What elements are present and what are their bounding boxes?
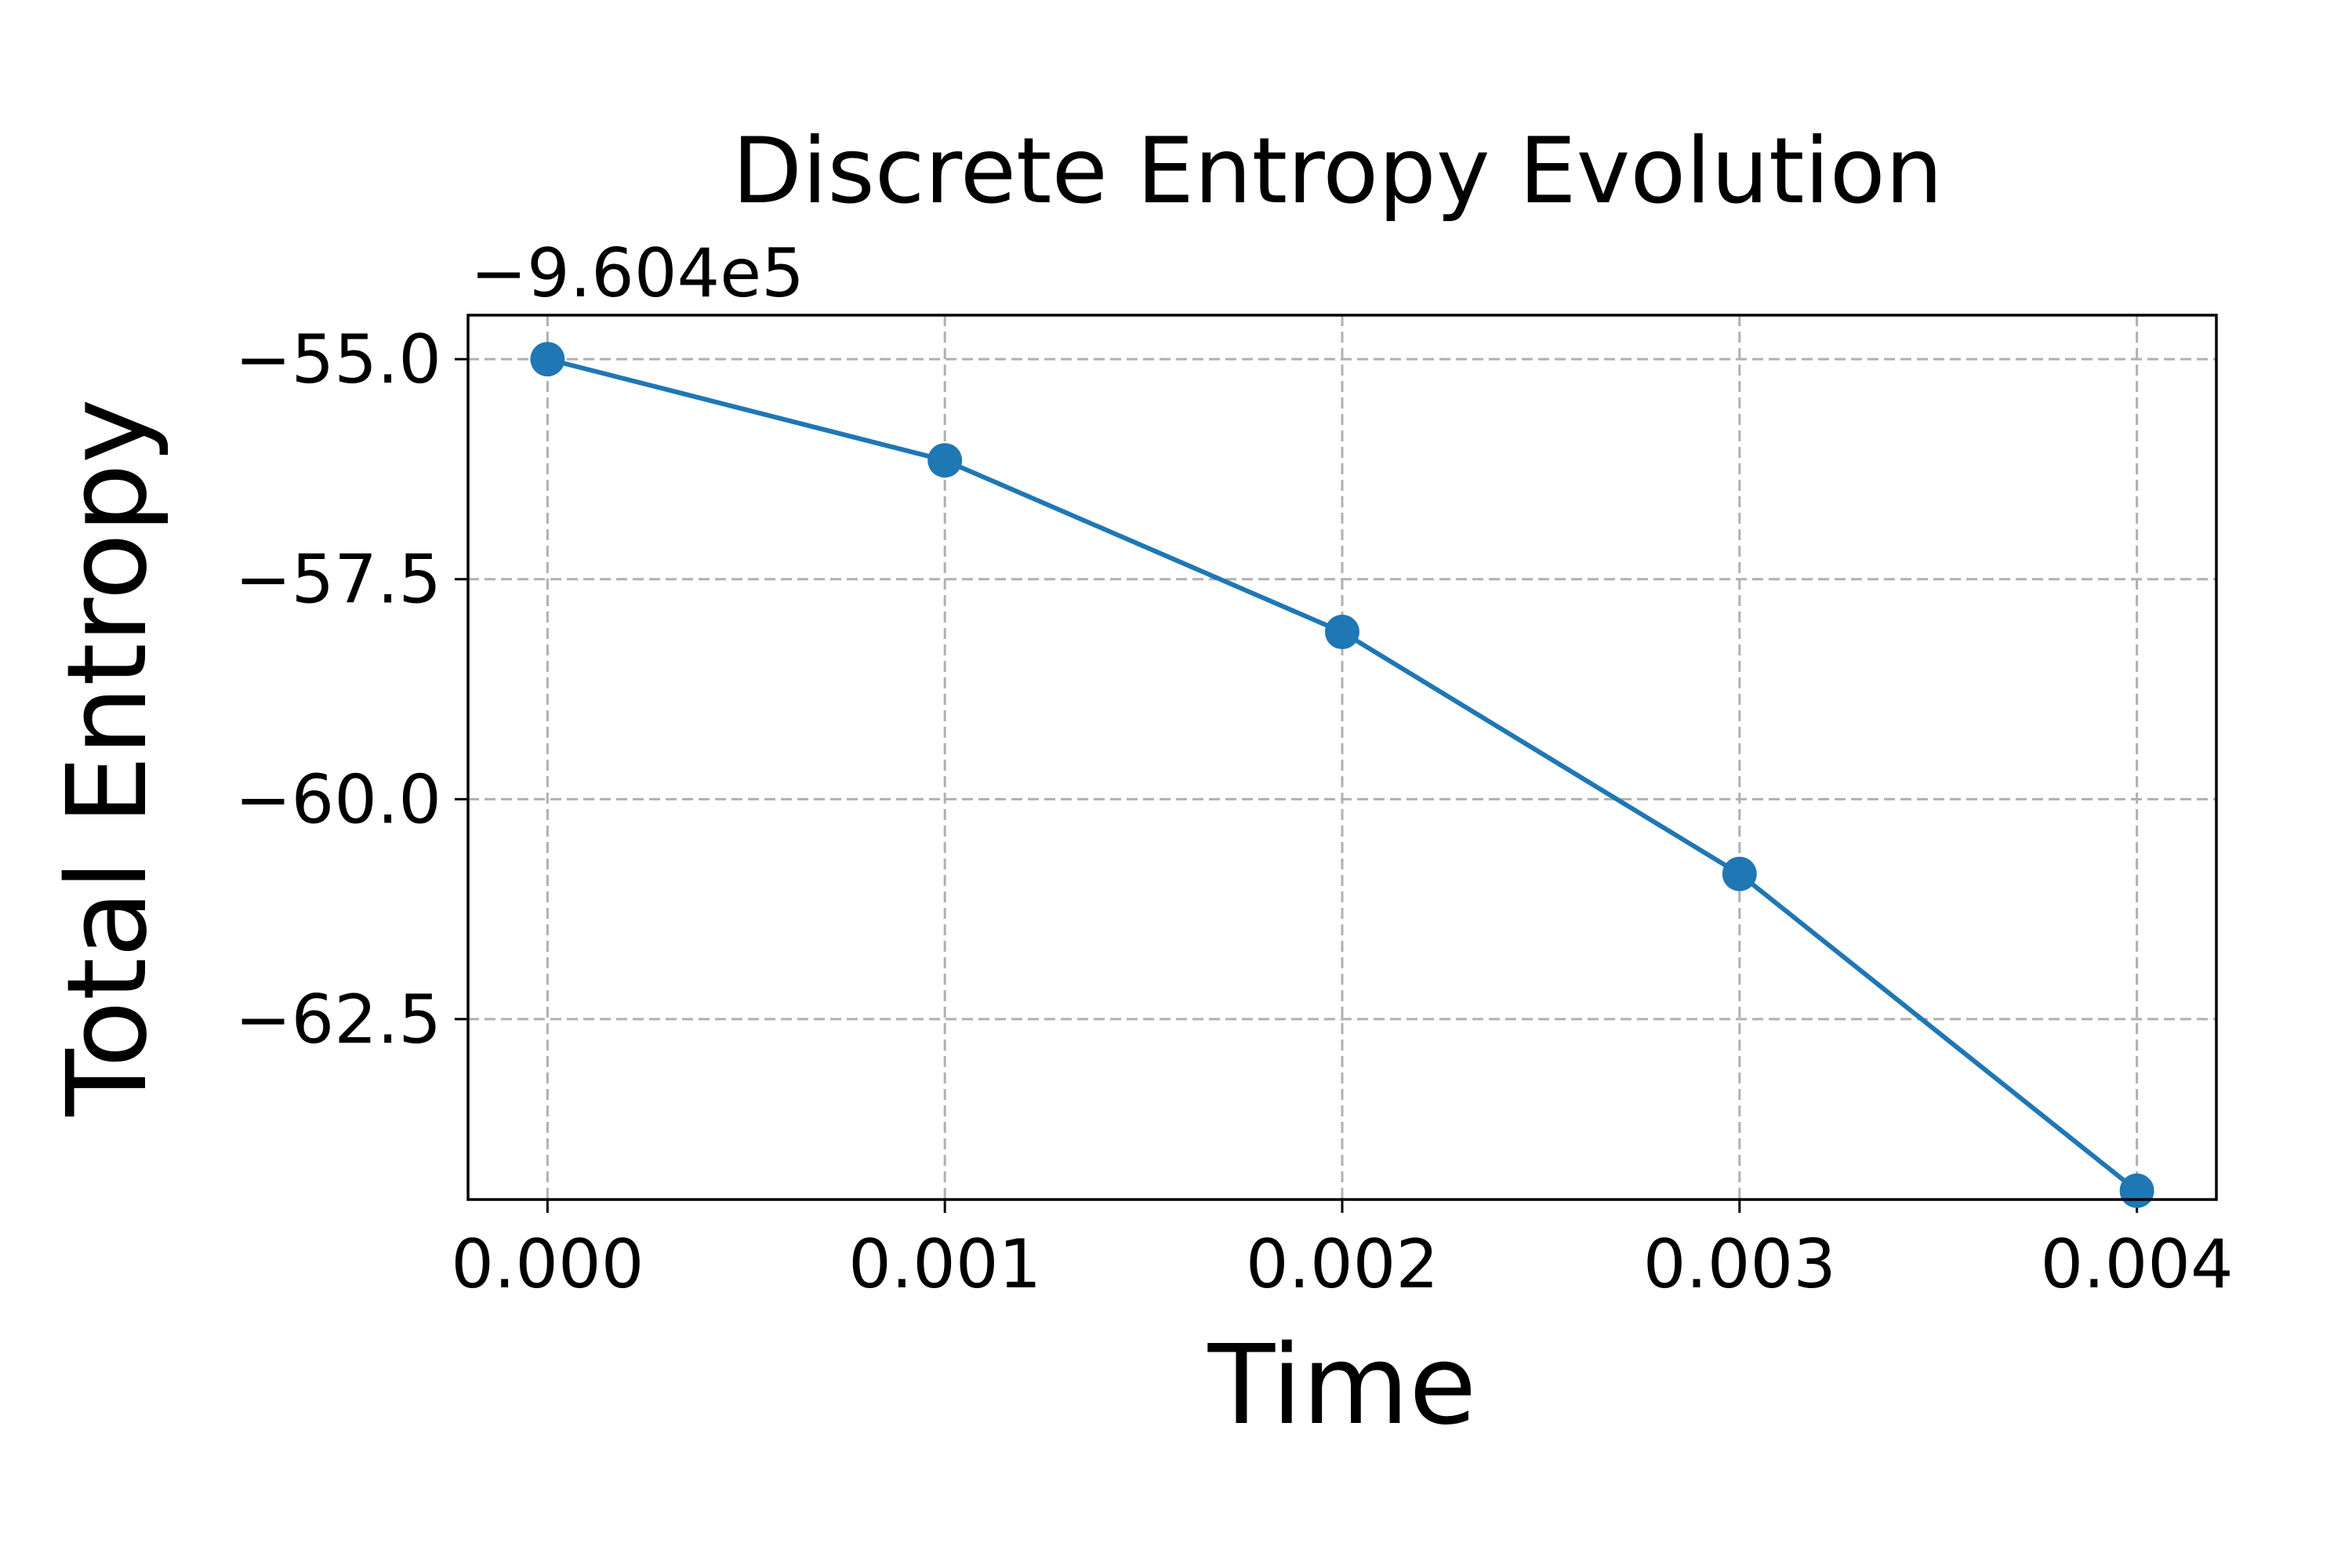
x-tick-label: 0.002 (1246, 1225, 1439, 1304)
plot-area (530, 342, 2154, 1208)
x-axis-label: Time (1207, 1322, 1477, 1450)
x-tick-label: 0.003 (1643, 1225, 1836, 1304)
x-tick-label: 0.000 (451, 1225, 644, 1304)
data-point (927, 443, 963, 478)
x-tick-label: 0.001 (848, 1225, 1041, 1304)
y-tick-label: −55.0 (234, 321, 441, 399)
plot-frame (466, 314, 2218, 1201)
y-axis-offset-label: −9.604e5 (470, 234, 804, 313)
data-point (530, 342, 565, 377)
grid (468, 315, 2216, 1200)
y-axis-label: Total Entropy (44, 398, 172, 1116)
x-tick-label: 0.004 (2041, 1225, 2234, 1304)
axis-ticks: 0.000 0.001 0.002 0.003 0.004 −55.0 −57.5 −60.0… (234, 321, 2233, 1304)
data-point (1325, 615, 1359, 650)
chart-title: Discrete Entropy Evolution (732, 118, 1943, 224)
y-tick-label: −57.5 (234, 541, 441, 619)
y-tick-label: −60.0 (234, 760, 441, 839)
y-tick-label: −62.5 (234, 981, 441, 1059)
data-point (2119, 1173, 2154, 1208)
data-point (1722, 856, 1757, 891)
